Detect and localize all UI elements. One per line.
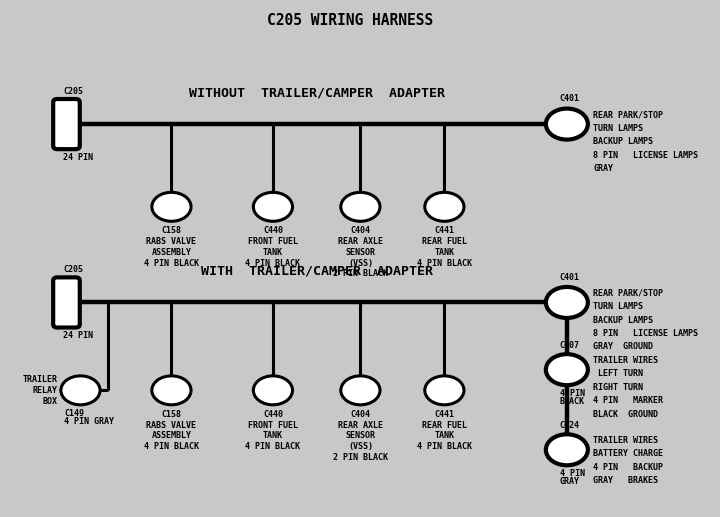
Text: RIGHT TURN: RIGHT TURN (593, 383, 644, 392)
Text: GRAY   BRAKES: GRAY BRAKES (593, 476, 659, 485)
Text: TURN LAMPS: TURN LAMPS (593, 124, 644, 133)
Text: REAR PARK/STOP: REAR PARK/STOP (593, 288, 663, 298)
Text: 24 PIN: 24 PIN (63, 331, 93, 340)
Text: WITHOUT  TRAILER/CAMPER  ADAPTER: WITHOUT TRAILER/CAMPER ADAPTER (189, 86, 445, 99)
Text: TRAILER WIRES: TRAILER WIRES (593, 436, 659, 445)
FancyBboxPatch shape (53, 277, 80, 328)
Text: C205: C205 (63, 265, 83, 274)
Text: GRAY: GRAY (593, 164, 613, 173)
Text: GRAY: GRAY (560, 477, 580, 485)
Text: C149: C149 (64, 409, 84, 418)
Circle shape (341, 376, 380, 405)
Text: C205: C205 (63, 87, 83, 96)
Text: 4 PIN   MARKER: 4 PIN MARKER (593, 396, 663, 405)
Text: C440
FRONT FUEL
TANK
4 PIN BLACK: C440 FRONT FUEL TANK 4 PIN BLACK (246, 410, 300, 451)
Text: LEFT TURN: LEFT TURN (593, 369, 644, 378)
FancyBboxPatch shape (53, 99, 80, 149)
Circle shape (152, 376, 191, 405)
Circle shape (253, 376, 292, 405)
Circle shape (546, 354, 588, 385)
Text: TURN LAMPS: TURN LAMPS (593, 302, 644, 311)
Text: C158
RABS VALVE
ASSEMBLY
4 PIN BLACK: C158 RABS VALVE ASSEMBLY 4 PIN BLACK (144, 410, 199, 451)
Text: 24 PIN: 24 PIN (63, 153, 93, 161)
Text: C404
REAR AXLE
SENSOR
(VSS)
2 PIN BLACK: C404 REAR AXLE SENSOR (VSS) 2 PIN BLACK (333, 410, 388, 462)
Text: 8 PIN   LICENSE LAMPS: 8 PIN LICENSE LAMPS (593, 329, 698, 338)
Text: REAR PARK/STOP: REAR PARK/STOP (593, 110, 663, 119)
Text: C401: C401 (560, 273, 580, 282)
Circle shape (546, 109, 588, 140)
Text: 8 PIN   LICENSE LAMPS: 8 PIN LICENSE LAMPS (593, 150, 698, 160)
Text: WITH  TRAILER/CAMPER  ADAPTER: WITH TRAILER/CAMPER ADAPTER (201, 265, 433, 278)
Text: C404
REAR AXLE
SENSOR
(VSS)
2 PIN BLACK: C404 REAR AXLE SENSOR (VSS) 2 PIN BLACK (333, 226, 388, 279)
Text: 4 PIN   BACKUP: 4 PIN BACKUP (593, 463, 663, 472)
Circle shape (425, 376, 464, 405)
Text: GRAY  GROUND: GRAY GROUND (593, 342, 654, 352)
Circle shape (253, 192, 292, 221)
Circle shape (425, 192, 464, 221)
Text: BLACK  GROUND: BLACK GROUND (593, 409, 659, 419)
Text: 4 PIN: 4 PIN (560, 389, 585, 398)
Text: BACKUP LAMPS: BACKUP LAMPS (593, 137, 654, 146)
Text: C440
FRONT FUEL
TANK
4 PIN BLACK: C440 FRONT FUEL TANK 4 PIN BLACK (246, 226, 300, 268)
Circle shape (546, 287, 588, 318)
Text: 4 PIN GRAY: 4 PIN GRAY (64, 417, 114, 426)
Text: BATTERY CHARGE: BATTERY CHARGE (593, 449, 663, 459)
Circle shape (546, 434, 588, 465)
Text: 4 PIN: 4 PIN (560, 469, 585, 478)
Text: BLACK: BLACK (560, 397, 585, 405)
Text: C401: C401 (560, 95, 580, 103)
Text: C441
REAR FUEL
TANK
4 PIN BLACK: C441 REAR FUEL TANK 4 PIN BLACK (417, 410, 472, 451)
Text: C424: C424 (560, 421, 580, 430)
Text: BACKUP LAMPS: BACKUP LAMPS (593, 315, 654, 325)
Text: C407: C407 (560, 341, 580, 350)
Circle shape (341, 192, 380, 221)
Text: C441
REAR FUEL
TANK
4 PIN BLACK: C441 REAR FUEL TANK 4 PIN BLACK (417, 226, 472, 268)
Text: C205 WIRING HARNESS: C205 WIRING HARNESS (267, 13, 433, 28)
Circle shape (61, 376, 100, 405)
Text: TRAILER
RELAY
BOX: TRAILER RELAY BOX (22, 375, 58, 405)
Text: TRAILER WIRES: TRAILER WIRES (593, 356, 659, 365)
Text: C158
RABS VALVE
ASSEMBLY
4 PIN BLACK: C158 RABS VALVE ASSEMBLY 4 PIN BLACK (144, 226, 199, 268)
Circle shape (152, 192, 191, 221)
